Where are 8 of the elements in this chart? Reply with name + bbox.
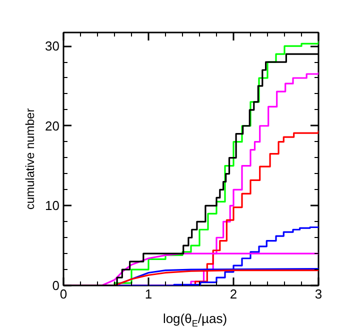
x-tick-label: 2 <box>230 286 238 302</box>
x-tick-label: 3 <box>314 286 322 302</box>
x-tick-label: 1 <box>144 286 152 302</box>
y-tick-label: 30 <box>45 38 60 54</box>
x-axis-title: log(θ$_{E}$/µas) <box>162 310 228 330</box>
y-tick-label: 20 <box>45 118 60 134</box>
y-axis-title: cumulative number <box>23 108 38 210</box>
y-tick-label: 10 <box>45 198 60 214</box>
